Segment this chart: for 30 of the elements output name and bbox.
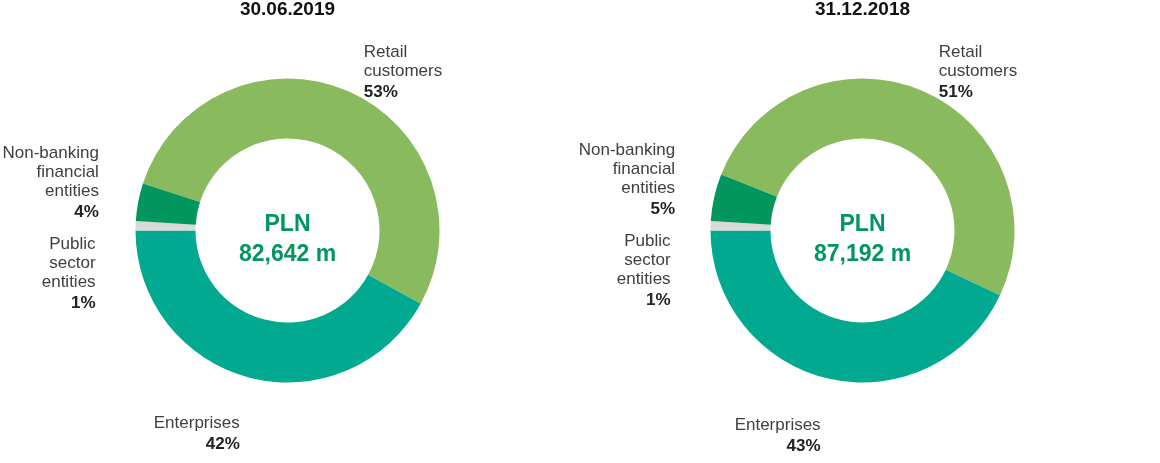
data-label: 51% bbox=[938, 82, 973, 102]
donut-slice bbox=[710, 174, 777, 225]
donut-slice bbox=[135, 220, 196, 231]
donut-slice bbox=[710, 220, 771, 231]
slice-label: Non-banking financial entities bbox=[578, 140, 676, 198]
slice-label: Public sector entities bbox=[41, 234, 97, 291]
data-label: 42% bbox=[205, 434, 240, 454]
text: 82,642 m bbox=[238, 239, 337, 266]
donut-slice bbox=[721, 78, 1015, 296]
slice-label: Retail customers bbox=[938, 42, 1018, 81]
data-label: 43% bbox=[786, 435, 821, 455]
donut-slice bbox=[135, 183, 200, 225]
data-label: 53% bbox=[363, 82, 398, 102]
data-label: 4% bbox=[74, 202, 99, 221]
chart-title: 30.06.2019 bbox=[239, 0, 336, 19]
slice-label: Non-banking financial entities bbox=[2, 143, 99, 200]
data-label: 1% bbox=[646, 290, 671, 310]
donut-slice bbox=[710, 230, 1001, 383]
chart-title: 31.12.2018 bbox=[814, 0, 911, 19]
data-label: 1% bbox=[71, 293, 96, 312]
text: 87,192 m bbox=[813, 239, 912, 266]
donut-slice bbox=[142, 78, 440, 304]
text: PLN bbox=[839, 209, 886, 236]
donut-slice bbox=[135, 230, 421, 383]
slice-label: Enterprises bbox=[153, 413, 240, 433]
slice-label: Public sector entities bbox=[616, 231, 672, 289]
data-label: 5% bbox=[650, 199, 676, 219]
slice-label: Enterprises bbox=[734, 414, 821, 434]
slice-label: Retail customers bbox=[363, 42, 443, 81]
text: PLN bbox=[264, 209, 311, 236]
